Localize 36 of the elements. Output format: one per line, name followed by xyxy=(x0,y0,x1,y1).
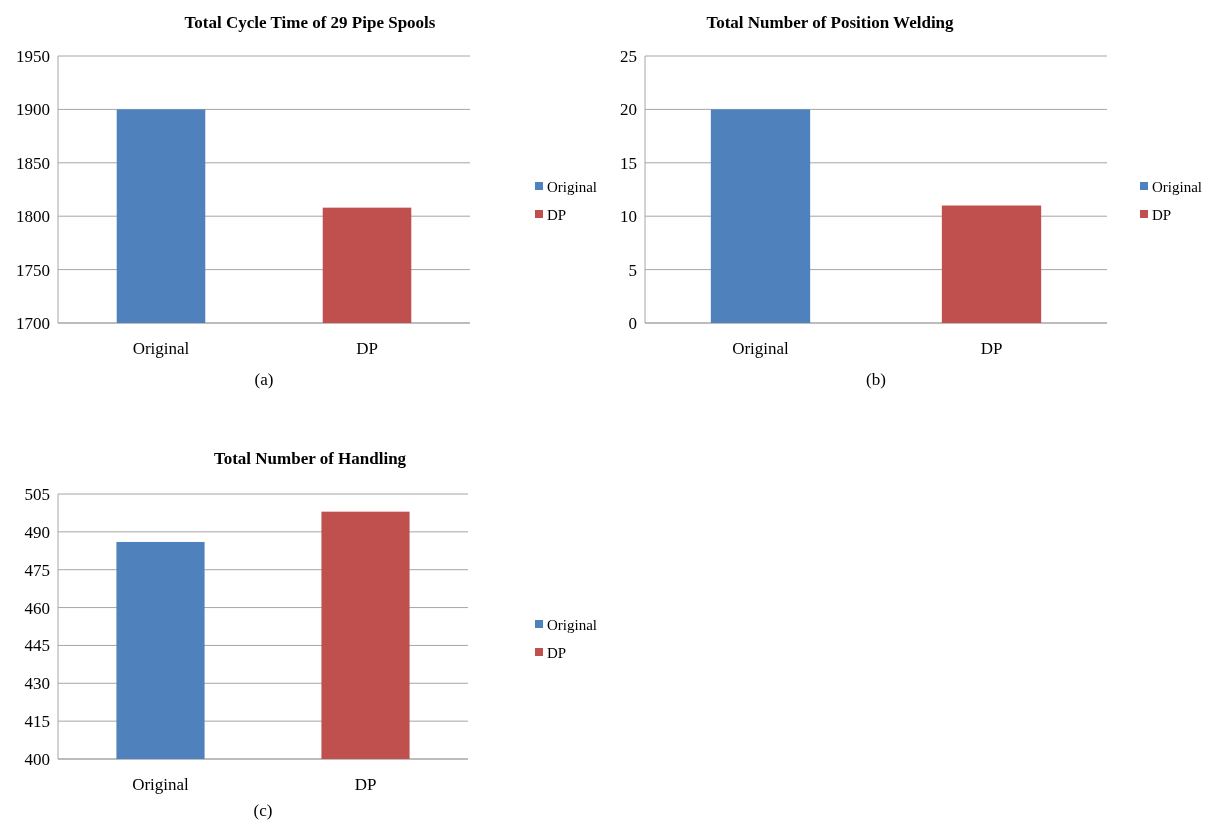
y-tick-label: 10 xyxy=(620,207,637,227)
y-tick-label: 1950 xyxy=(16,46,50,66)
y-tick-label: 415 xyxy=(24,712,50,732)
y-tick-label: 1900 xyxy=(16,100,50,120)
y-tick-label: 15 xyxy=(620,153,637,173)
x-tick-label: Original xyxy=(132,339,190,358)
legend-label: DP xyxy=(1152,207,1172,224)
chart-title: Total Cycle Time of 29 Pipe Spools xyxy=(184,13,436,32)
text: (c) xyxy=(253,801,273,820)
y-tick-label: 475 xyxy=(24,560,50,580)
x-tick-label: DP xyxy=(356,339,378,358)
y-tick-label: 430 xyxy=(24,674,50,694)
y-tick-label: 400 xyxy=(24,749,50,769)
legend-label: Original xyxy=(547,617,597,634)
y-tick-label: 1800 xyxy=(16,207,50,227)
chart-title: Total Number of Handling xyxy=(213,449,407,468)
y-tick-label: 490 xyxy=(24,522,50,542)
y-tick-label: 1850 xyxy=(16,153,50,173)
y-tick-label: 1700 xyxy=(16,313,50,333)
chart-title: Total Number of Position Welding xyxy=(706,13,955,32)
text: (b) xyxy=(866,370,886,389)
y-tick-label: 20 xyxy=(620,100,637,120)
text: (a) xyxy=(254,370,274,389)
y-tick-label: 5 xyxy=(628,260,637,280)
y-tick-label: 445 xyxy=(24,636,50,656)
x-tick-label: DP xyxy=(980,339,1003,358)
y-tick-label: 25 xyxy=(620,46,637,66)
legend-label: Original xyxy=(547,179,597,196)
legend-label: DP xyxy=(547,207,567,224)
y-tick-label: 0 xyxy=(628,313,637,333)
legend-label: Original xyxy=(1152,179,1202,196)
legend-label: DP xyxy=(547,645,567,662)
y-tick-label: 1750 xyxy=(16,260,50,280)
y-tick-label: 505 xyxy=(24,484,50,504)
x-tick-label: Original xyxy=(732,339,790,358)
y-tick-label: 460 xyxy=(24,598,50,618)
